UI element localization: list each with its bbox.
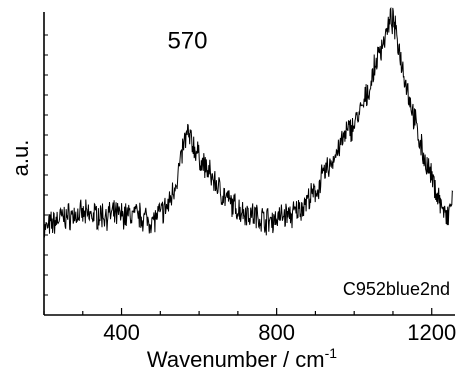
peak-label: 570 [167,27,207,54]
plot-area: 400 800 1200 570 1097 [43,0,456,345]
x-tick-label: 1200 [407,320,456,345]
x-axis-title-text: Wavenumber / cm [147,347,325,372]
x-axis-title-superscript: -1 [325,345,338,361]
peak-label: 1097 [365,0,418,6]
x-tick-label: 400 [103,320,140,345]
sample-label: C952blue2nd [343,279,450,299]
y-axis-title: a.u. [8,140,33,177]
x-axis-title: Wavenumber / cm-1 [147,345,337,372]
spectrum-line [43,6,454,238]
x-tick-label: 800 [258,320,295,345]
